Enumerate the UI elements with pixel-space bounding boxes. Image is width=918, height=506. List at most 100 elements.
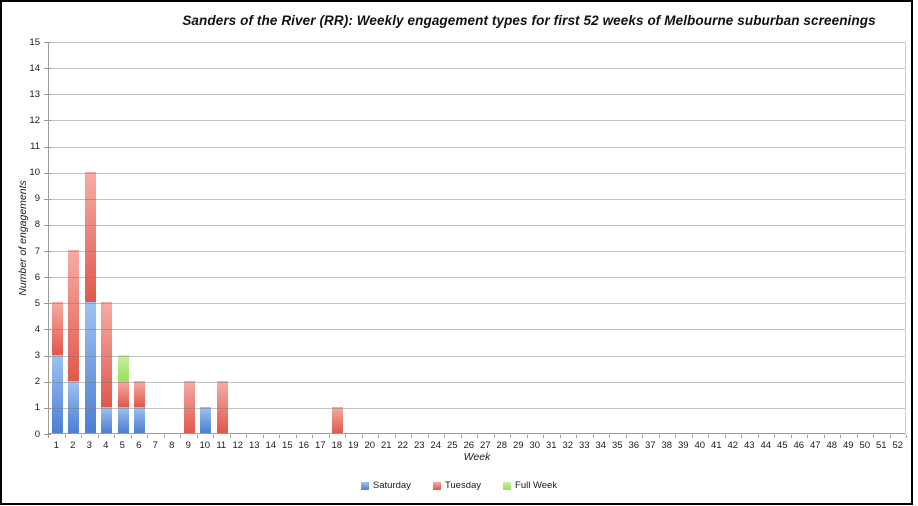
x-tick-31 [559,435,561,438]
x-tick-label-40: 40 [694,440,706,451]
gridline-y-7 [49,251,905,253]
x-tick-8 [180,435,181,438]
y-tick-6 [44,277,51,279]
bar-week-5-full-week [117,354,129,381]
gridline-y-8 [49,224,905,226]
legend-item-tuesday: Tuesday [432,480,481,491]
x-tick-label-23: 23 [413,440,425,451]
y-tick-label-9: 9 [34,193,40,205]
x-tick-label-6: 6 [136,440,142,451]
bar-week-3-tuesday [84,171,96,303]
bar-week-2-tuesday [68,250,80,381]
y-tick-10 [44,172,51,174]
gridline-y-3 [49,355,905,357]
x-tick-7 [163,435,165,438]
x-tick-6 [147,435,148,438]
x-tick-label-32: 32 [562,440,574,451]
x-tick-44 [774,435,775,438]
y-tick-label-10: 10 [29,167,40,179]
y-tick-label-11: 11 [30,141,40,153]
x-tick-label-26: 26 [463,440,475,451]
x-tick-13 [262,435,264,438]
y-tick-label-0: 0 [34,428,40,440]
x-tick-17 [328,435,330,438]
y-tick-label-8: 8 [34,219,40,231]
x-tick-33 [592,435,594,438]
x-tick-50 [873,435,874,438]
y-tick-label-14: 14 [29,62,40,74]
x-tick-label-24: 24 [430,440,442,451]
x-tick-label-42: 42 [727,440,739,451]
gridline-y-4 [49,329,905,331]
legend: Saturday Tuesday Full Week [0,480,918,491]
x-tick-1 [64,435,66,438]
x-tick-41 [724,435,726,438]
x-tick-3 [97,435,99,438]
x-tick-label-14: 14 [265,440,277,451]
y-tick-label-3: 3 [34,350,40,362]
x-tick-label-16: 16 [298,440,310,451]
legend-swatch-saturday-icon [360,481,369,490]
gridline-y-1 [49,407,905,409]
plot-area [48,42,906,434]
y-tick-9 [44,198,51,200]
x-tick-label-51: 51 [875,440,887,451]
x-tick-label-10: 10 [199,440,211,451]
bar-week-4-saturday [101,406,113,433]
x-tick-label-8: 8 [169,440,175,451]
bar-week-3-saturday [84,302,96,433]
x-tick-46 [807,435,808,438]
x-tick-label-47: 47 [809,440,821,451]
x-tick-18 [345,435,346,438]
y-axis-title: Number of engagements [17,180,29,296]
bar-week-11-tuesday [216,380,228,433]
y-tick-label-12: 12 [29,114,40,126]
legend-swatch-full-week-icon [503,481,512,490]
x-tick-label-5: 5 [119,440,125,451]
x-tick-22 [411,435,412,438]
x-tick-label-43: 43 [743,440,755,451]
x-tick-label-36: 36 [628,440,640,451]
gridline-y-2 [49,381,905,383]
bar-week-2-saturday [68,380,80,433]
x-tick-27 [493,435,495,438]
x-tick-label-49: 49 [842,440,854,451]
x-tick-19 [361,435,363,438]
bar-week-10-saturday [200,406,212,433]
bar-week-6-saturday [134,406,146,433]
y-tick-11 [44,146,51,148]
x-tick-label-13: 13 [248,440,260,451]
x-tick-label-28: 28 [496,440,508,451]
x-tick-label-31: 31 [545,440,557,451]
gridline-y-5 [49,303,905,305]
x-tick-26 [477,435,478,438]
x-tick-45 [790,435,792,438]
x-tick-label-25: 25 [446,440,458,451]
legend-swatch-tuesday-icon [432,481,441,490]
x-tick-label-48: 48 [826,440,838,451]
x-tick-label-7: 7 [152,440,158,451]
x-tick-43 [757,435,759,438]
gridline-y-6 [49,277,905,279]
y-tick-label-5: 5 [34,297,40,309]
y-tick-15 [44,42,51,43]
gridline-y-11 [49,146,905,148]
x-tick-37 [658,435,660,438]
y-tick-13 [44,94,51,96]
x-tick-label-29: 29 [512,440,524,451]
x-tick-23 [427,435,429,438]
x-tick-label-41: 41 [710,440,722,451]
bar-week-6-tuesday [134,380,146,407]
chart-title: Sanders of the River (RR): Weekly engage… [182,13,876,28]
x-tick-label-22: 22 [397,440,409,451]
x-tick-label-12: 12 [232,440,244,451]
x-tick-32 [576,435,577,438]
x-tick-label-27: 27 [479,440,491,451]
legend-item-saturday: Saturday [360,480,411,491]
x-tick-21 [394,435,396,438]
y-tick-label-15: 15 [29,36,40,48]
x-tick-label-15: 15 [281,440,293,451]
legend-label-full-week: Full Week [515,480,558,491]
x-tick-29 [526,435,528,438]
x-tick-label-2: 2 [70,440,76,451]
